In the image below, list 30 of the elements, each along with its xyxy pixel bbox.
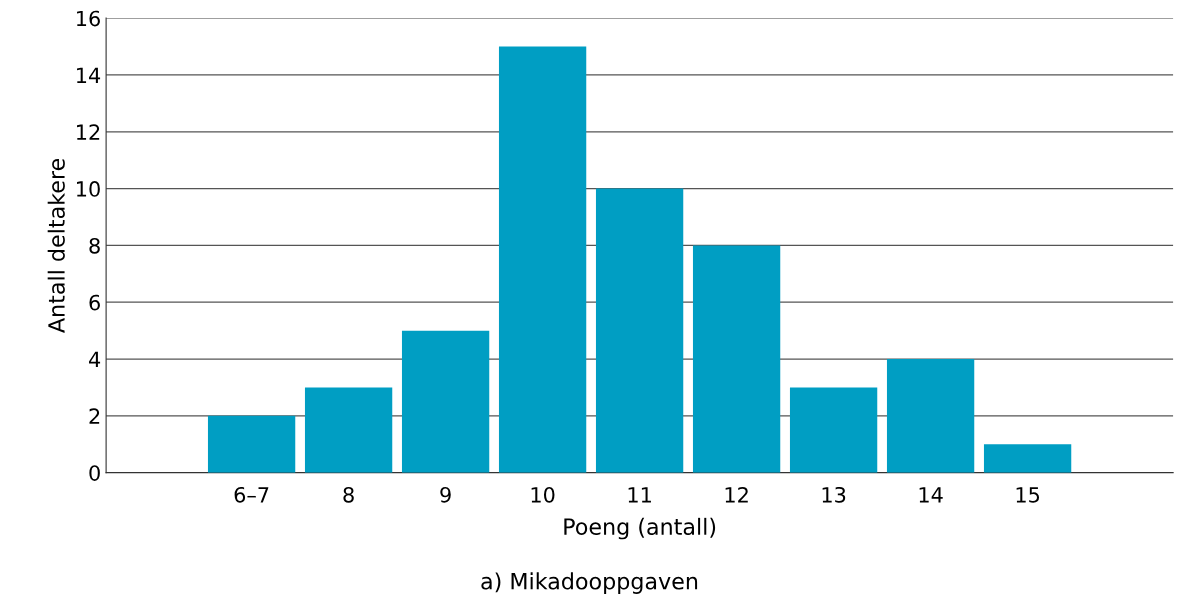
x-tick-label: 9 <box>440 486 451 503</box>
text: a) Mikadooppgaven <box>481 572 698 594</box>
y-tick-label: 16 <box>77 10 100 27</box>
bar <box>595 188 684 473</box>
x-tick-label: 10 <box>531 486 555 503</box>
y-tick-label: 4 <box>89 351 101 367</box>
y-tick-label: 10 <box>77 181 100 197</box>
x-tick-label: 14 <box>919 487 943 503</box>
bar <box>498 46 587 473</box>
x-tick-label: 8 <box>343 486 354 503</box>
bar <box>207 415 296 473</box>
x-tick-label: 11 <box>628 487 651 503</box>
x-axis-title: Poeng (antall) <box>564 517 716 540</box>
x-tick-label: 12 <box>725 486 748 503</box>
bar <box>983 444 1072 473</box>
bar <box>692 245 781 473</box>
bar <box>789 387 878 473</box>
y-tick-label: 2 <box>89 408 100 424</box>
y-tick-label: 6 <box>89 294 100 311</box>
y-axis-title: Antall deltakere <box>47 158 65 333</box>
bar <box>886 359 975 473</box>
y-tick-label: 14 <box>77 67 101 83</box>
bar <box>304 387 393 473</box>
bar <box>401 330 490 473</box>
y-tick-label: 12 <box>77 124 100 140</box>
x-tick-label: 6–7 <box>234 486 269 503</box>
x-tick-label: 13 <box>822 486 846 503</box>
x-tick-label: 15 <box>1016 487 1040 503</box>
y-tick-label: 8 <box>89 237 100 254</box>
y-tick-label: 0 <box>89 465 100 481</box>
